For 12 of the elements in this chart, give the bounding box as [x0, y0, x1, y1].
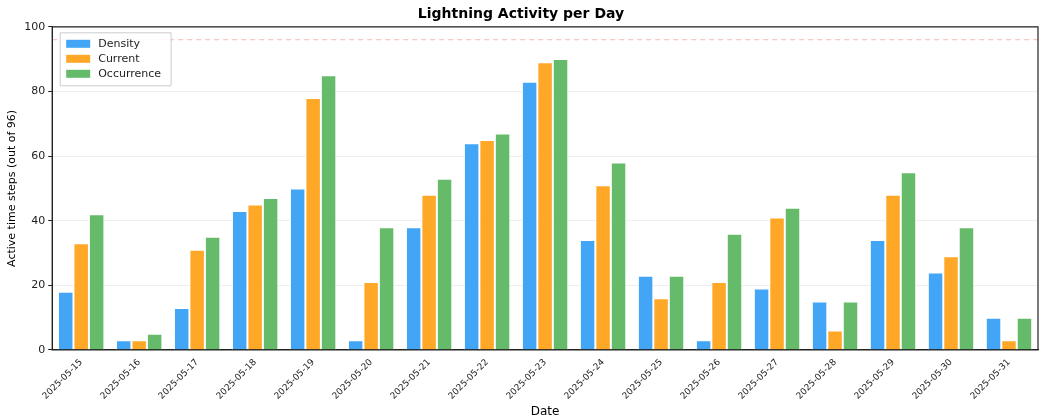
- y-tick-label: 100: [24, 19, 46, 33]
- legend-label: Occurrence: [98, 66, 162, 80]
- y-tick-label: 80: [31, 84, 46, 98]
- legend-label: Current: [98, 51, 141, 65]
- chart-title: Lightning Activity per Day: [417, 5, 625, 22]
- y-tick-label: 20: [31, 278, 46, 292]
- y-tick-label: 60: [31, 148, 46, 162]
- y-axis-title: Active time steps (out of 96): [5, 109, 19, 267]
- y-tick-label: 40: [31, 213, 46, 227]
- y-tick-label: 0: [38, 342, 46, 356]
- legend-label: Density: [98, 36, 141, 50]
- x-axis-title: Date: [530, 403, 560, 418]
